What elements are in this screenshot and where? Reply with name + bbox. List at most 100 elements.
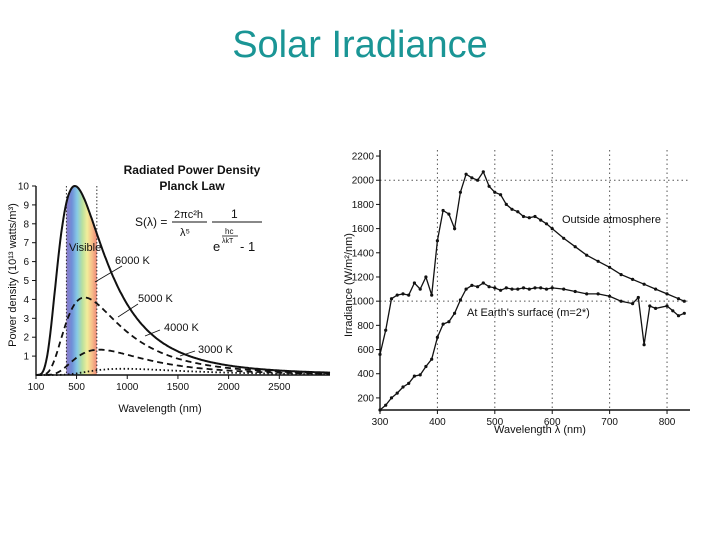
planck-x-tick-label: 1500 [167, 382, 190, 393]
irradiance-point-earth-surface [476, 285, 480, 289]
formula-den-left: λ⁵ [180, 227, 190, 239]
irradiance-point-outside-atmosphere [631, 277, 635, 281]
irradiance-y-tick-label: 1000 [352, 297, 375, 308]
irradiance-point-earth-surface [562, 287, 566, 291]
irradiance-point-outside-atmosphere [412, 281, 416, 285]
leader-3000 [179, 350, 196, 357]
irradiance-point-earth-surface [499, 288, 503, 292]
planck-x-tick-label: 2000 [217, 382, 240, 393]
irradiance-point-outside-atmosphere [499, 193, 503, 197]
irradiance-point-earth-surface [447, 320, 451, 324]
irradiance-point-earth-surface [458, 298, 462, 302]
irradiance-point-earth-surface [384, 403, 388, 407]
irradiance-y-tick-label: 400 [357, 369, 374, 380]
series-label-4000: 4000 K [164, 322, 200, 334]
planck-y-tick-label: 10 [18, 182, 30, 193]
irradiance-point-earth-surface [389, 396, 394, 400]
irradiance-point-earth-surface [510, 287, 514, 291]
irradiance-point-earth-surface [378, 408, 382, 412]
irradiance-point-outside-atmosphere [418, 287, 422, 291]
irradiance-point-outside-atmosphere [585, 253, 589, 257]
irradiance-point-outside-atmosphere [510, 207, 514, 211]
irradiance-point-outside-atmosphere [619, 273, 623, 277]
irradiance-point-earth-surface [412, 374, 416, 378]
planck-curve-6000k [36, 184, 330, 376]
irradiance-point-earth-surface [464, 287, 468, 291]
planck-x-tick-label: 1000 [116, 382, 139, 393]
irradiance-point-outside-atmosphere [476, 178, 480, 182]
planck-y-tick-label: 2 [23, 333, 29, 344]
irradiance-point-outside-atmosphere [676, 297, 681, 301]
formula-num-right: 1 [231, 207, 238, 221]
irradiance-point-outside-atmosphere [464, 172, 468, 176]
irradiance-point-outside-atmosphere [441, 208, 445, 213]
irradiance-point-outside-atmosphere [493, 190, 497, 194]
irradiance-y-tick-label: 1600 [352, 224, 375, 235]
irradiance-point-earth-surface [487, 285, 491, 289]
irradiance-y-tick-label: 1400 [352, 248, 375, 259]
irradiance-point-outside-atmosphere [665, 292, 669, 296]
planck-y-tick-label: 1 [23, 352, 29, 363]
planck-y-tick-label: 5 [23, 276, 29, 287]
irradiance-x-tick-label: 700 [601, 417, 618, 428]
irradiance-point-earth-surface [585, 292, 589, 296]
planck-y-tick-label: 6 [23, 257, 29, 268]
irradiance-point-earth-surface [407, 381, 411, 385]
leader-6000 [94, 265, 123, 283]
irradiance-point-earth-surface [418, 373, 422, 377]
irradiance-point-earth-surface [654, 306, 658, 310]
irradiance-point-outside-atmosphere [642, 282, 646, 286]
planck-y-tick-label: 3 [23, 314, 29, 325]
irradiance-point-earth-surface [533, 286, 537, 290]
series-label-5000: 5000 K [138, 293, 174, 305]
irradiance-point-outside-atmosphere [682, 299, 686, 303]
irradiance-point-earth-surface [521, 286, 526, 290]
planck-curve-3000k [36, 367, 330, 376]
irradiance-line-earth-surface [379, 282, 685, 411]
irradiance-x-label: Wavelength λ (nm) [494, 424, 586, 436]
irradiance-point-earth-surface [544, 287, 549, 291]
planck-title: Radiated Power Density [124, 163, 261, 177]
irradiance-x-tick-label: 400 [429, 417, 446, 428]
annotation-earth-surface: At Earth's surface (m=2*) [467, 307, 590, 319]
irradiance-point-earth-surface [608, 294, 612, 298]
irradiance-point-earth-surface [493, 286, 497, 290]
irradiance-x-tick-label: 500 [486, 417, 503, 428]
irradiance-point-outside-atmosphere [562, 236, 566, 240]
irradiance-chart: 200 400 600 800 1000 1200 1400 1600 1800 2000 2200… [343, 150, 690, 436]
irradiance-point-earth-surface [676, 314, 681, 318]
irradiance-point-outside-atmosphere [516, 210, 520, 214]
irradiance-point-earth-surface [527, 287, 531, 291]
irradiance-point-earth-surface [596, 292, 600, 296]
formula-lhs: S(λ) = [135, 215, 167, 229]
irradiance-point-earth-surface [631, 302, 635, 306]
irradiance-point-outside-atmosphere [430, 293, 434, 297]
irradiance-point-outside-atmosphere [435, 239, 439, 243]
irradiance-point-earth-surface [470, 283, 474, 287]
irradiance-point-outside-atmosphere [481, 170, 485, 174]
planck-y-tick-label: 9 [23, 200, 29, 211]
irradiance-point-outside-atmosphere [458, 190, 462, 194]
irradiance-point-outside-atmosphere [424, 275, 428, 279]
formula-exp-bottom: λkT [222, 238, 234, 245]
irradiance-point-outside-atmosphere [504, 202, 508, 206]
irradiance-y-label: Irradiance (W/m²/nm) [343, 233, 355, 337]
leader-4000 [144, 329, 161, 337]
irradiance-point-outside-atmosphere [654, 287, 658, 291]
irradiance-point-outside-atmosphere [573, 245, 577, 249]
planck-curve-4000k [36, 348, 330, 376]
annotation-outside-atmosphere: Outside atmosphere [562, 214, 661, 226]
irradiance-point-earth-surface [453, 311, 457, 315]
irradiance-point-outside-atmosphere [521, 214, 526, 219]
irradiance-point-outside-atmosphere [608, 265, 612, 269]
irradiance-point-outside-atmosphere [401, 292, 405, 296]
irradiance-point-earth-surface [550, 286, 554, 290]
irradiance-point-earth-surface [619, 299, 623, 303]
irradiance-point-outside-atmosphere [544, 222, 549, 226]
series-label-6000: 6000 K [115, 255, 151, 267]
irradiance-point-earth-surface [441, 322, 445, 326]
irradiance-x-tick-label: 800 [659, 417, 676, 428]
irradiance-point-outside-atmosphere [596, 259, 600, 263]
irradiance-point-earth-surface [430, 357, 434, 361]
planck-y-label: Power density (10¹³ watts/m³) [7, 203, 19, 347]
